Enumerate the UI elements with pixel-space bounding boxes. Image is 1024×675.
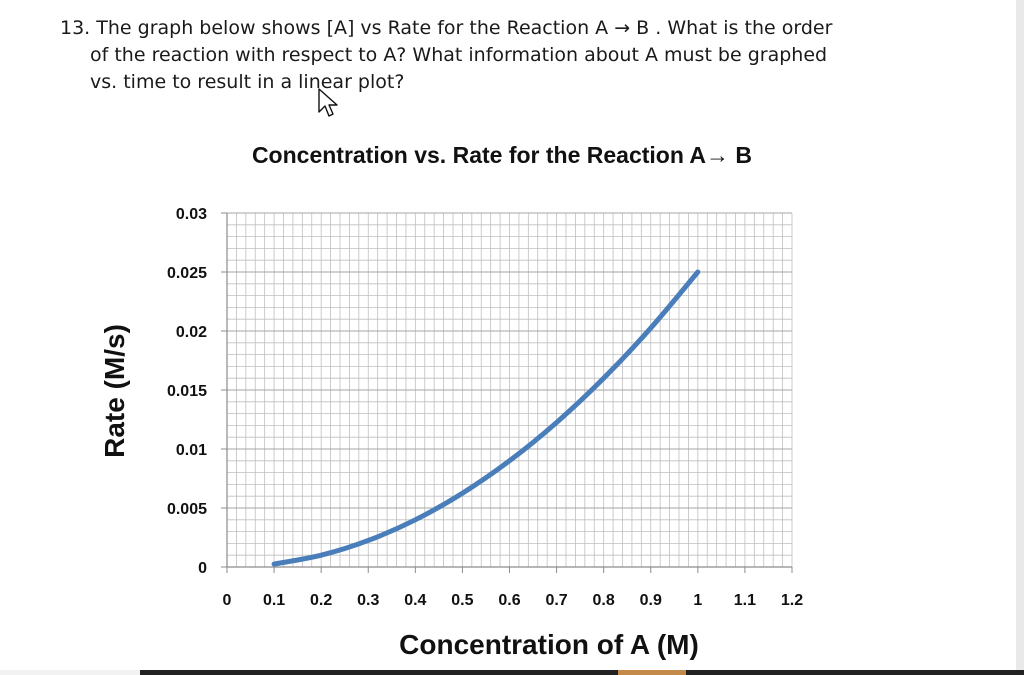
x-tick-label: 0.1 xyxy=(263,592,285,609)
x-tick-label: 0.9 xyxy=(640,592,662,609)
question-text: 13. The graph below shows [A] vs Rate fo… xyxy=(60,15,960,96)
question-line-3: vs. time to result in a linear plot? xyxy=(90,71,405,93)
x-tick-label: 1.1 xyxy=(734,592,756,609)
axes xyxy=(221,212,793,573)
taskbar-accent xyxy=(618,670,686,675)
data-point xyxy=(509,460,510,461)
data-point xyxy=(650,328,651,329)
y-tick-label: 0.01 xyxy=(176,442,207,459)
question-line-1: 13. The graph below shows [A] vs Rate fo… xyxy=(60,17,833,39)
taskbar-segment xyxy=(0,670,140,675)
x-tick-label: 0.2 xyxy=(310,592,332,609)
x-tick-label: 0.4 xyxy=(404,592,426,609)
x-tick-label: 0.3 xyxy=(357,592,379,609)
x-tick-label: 0.8 xyxy=(593,592,615,609)
x-axis-title: Concentration of A (M) xyxy=(399,629,699,660)
x-tick-label: 1.2 xyxy=(781,592,803,609)
x-tick-label: 1 xyxy=(693,592,702,609)
data-point xyxy=(274,564,275,565)
data-point xyxy=(697,272,698,273)
y-tick-label: 0.025 xyxy=(167,265,207,282)
data-point xyxy=(415,519,416,520)
question-line-2: of the reaction with respect to A? What … xyxy=(90,44,828,66)
series-line xyxy=(271,269,701,567)
data-point xyxy=(321,555,322,556)
x-tick-label: 0 xyxy=(223,592,232,609)
series xyxy=(271,269,701,567)
x-tick-label: 0.6 xyxy=(498,592,520,609)
y-tick-labels: 0 0.005 0.01 0.015 0.02 0.025 0.03 xyxy=(167,206,207,577)
y-axis-title: Rate (M/s) xyxy=(99,324,130,458)
chart-title: Concentration vs. Rate for the Reaction … xyxy=(252,142,752,168)
x-tick-label: 0.7 xyxy=(545,592,567,609)
data-point xyxy=(603,378,604,379)
y-tick-label: 0.005 xyxy=(167,501,207,518)
y-tick-label: 0 xyxy=(198,560,207,577)
mouse-cursor-icon xyxy=(318,88,338,117)
grid xyxy=(226,212,793,568)
y-tick-label: 0.02 xyxy=(176,324,207,341)
data-point xyxy=(462,493,463,494)
y-tick-label: 0.015 xyxy=(167,383,207,400)
taskbar-strip xyxy=(0,670,1024,675)
x-tick-labels: 0 0.1 0.2 0.3 0.4 0.5 0.6 0.7 0.8 0.9 1 1.1 1.2 xyxy=(223,592,804,609)
y-tick-label: 0.03 xyxy=(176,206,207,223)
window-edge xyxy=(1016,0,1024,670)
x-tick-label: 0.5 xyxy=(451,592,473,609)
data-point xyxy=(556,422,557,423)
data-point xyxy=(368,540,369,541)
